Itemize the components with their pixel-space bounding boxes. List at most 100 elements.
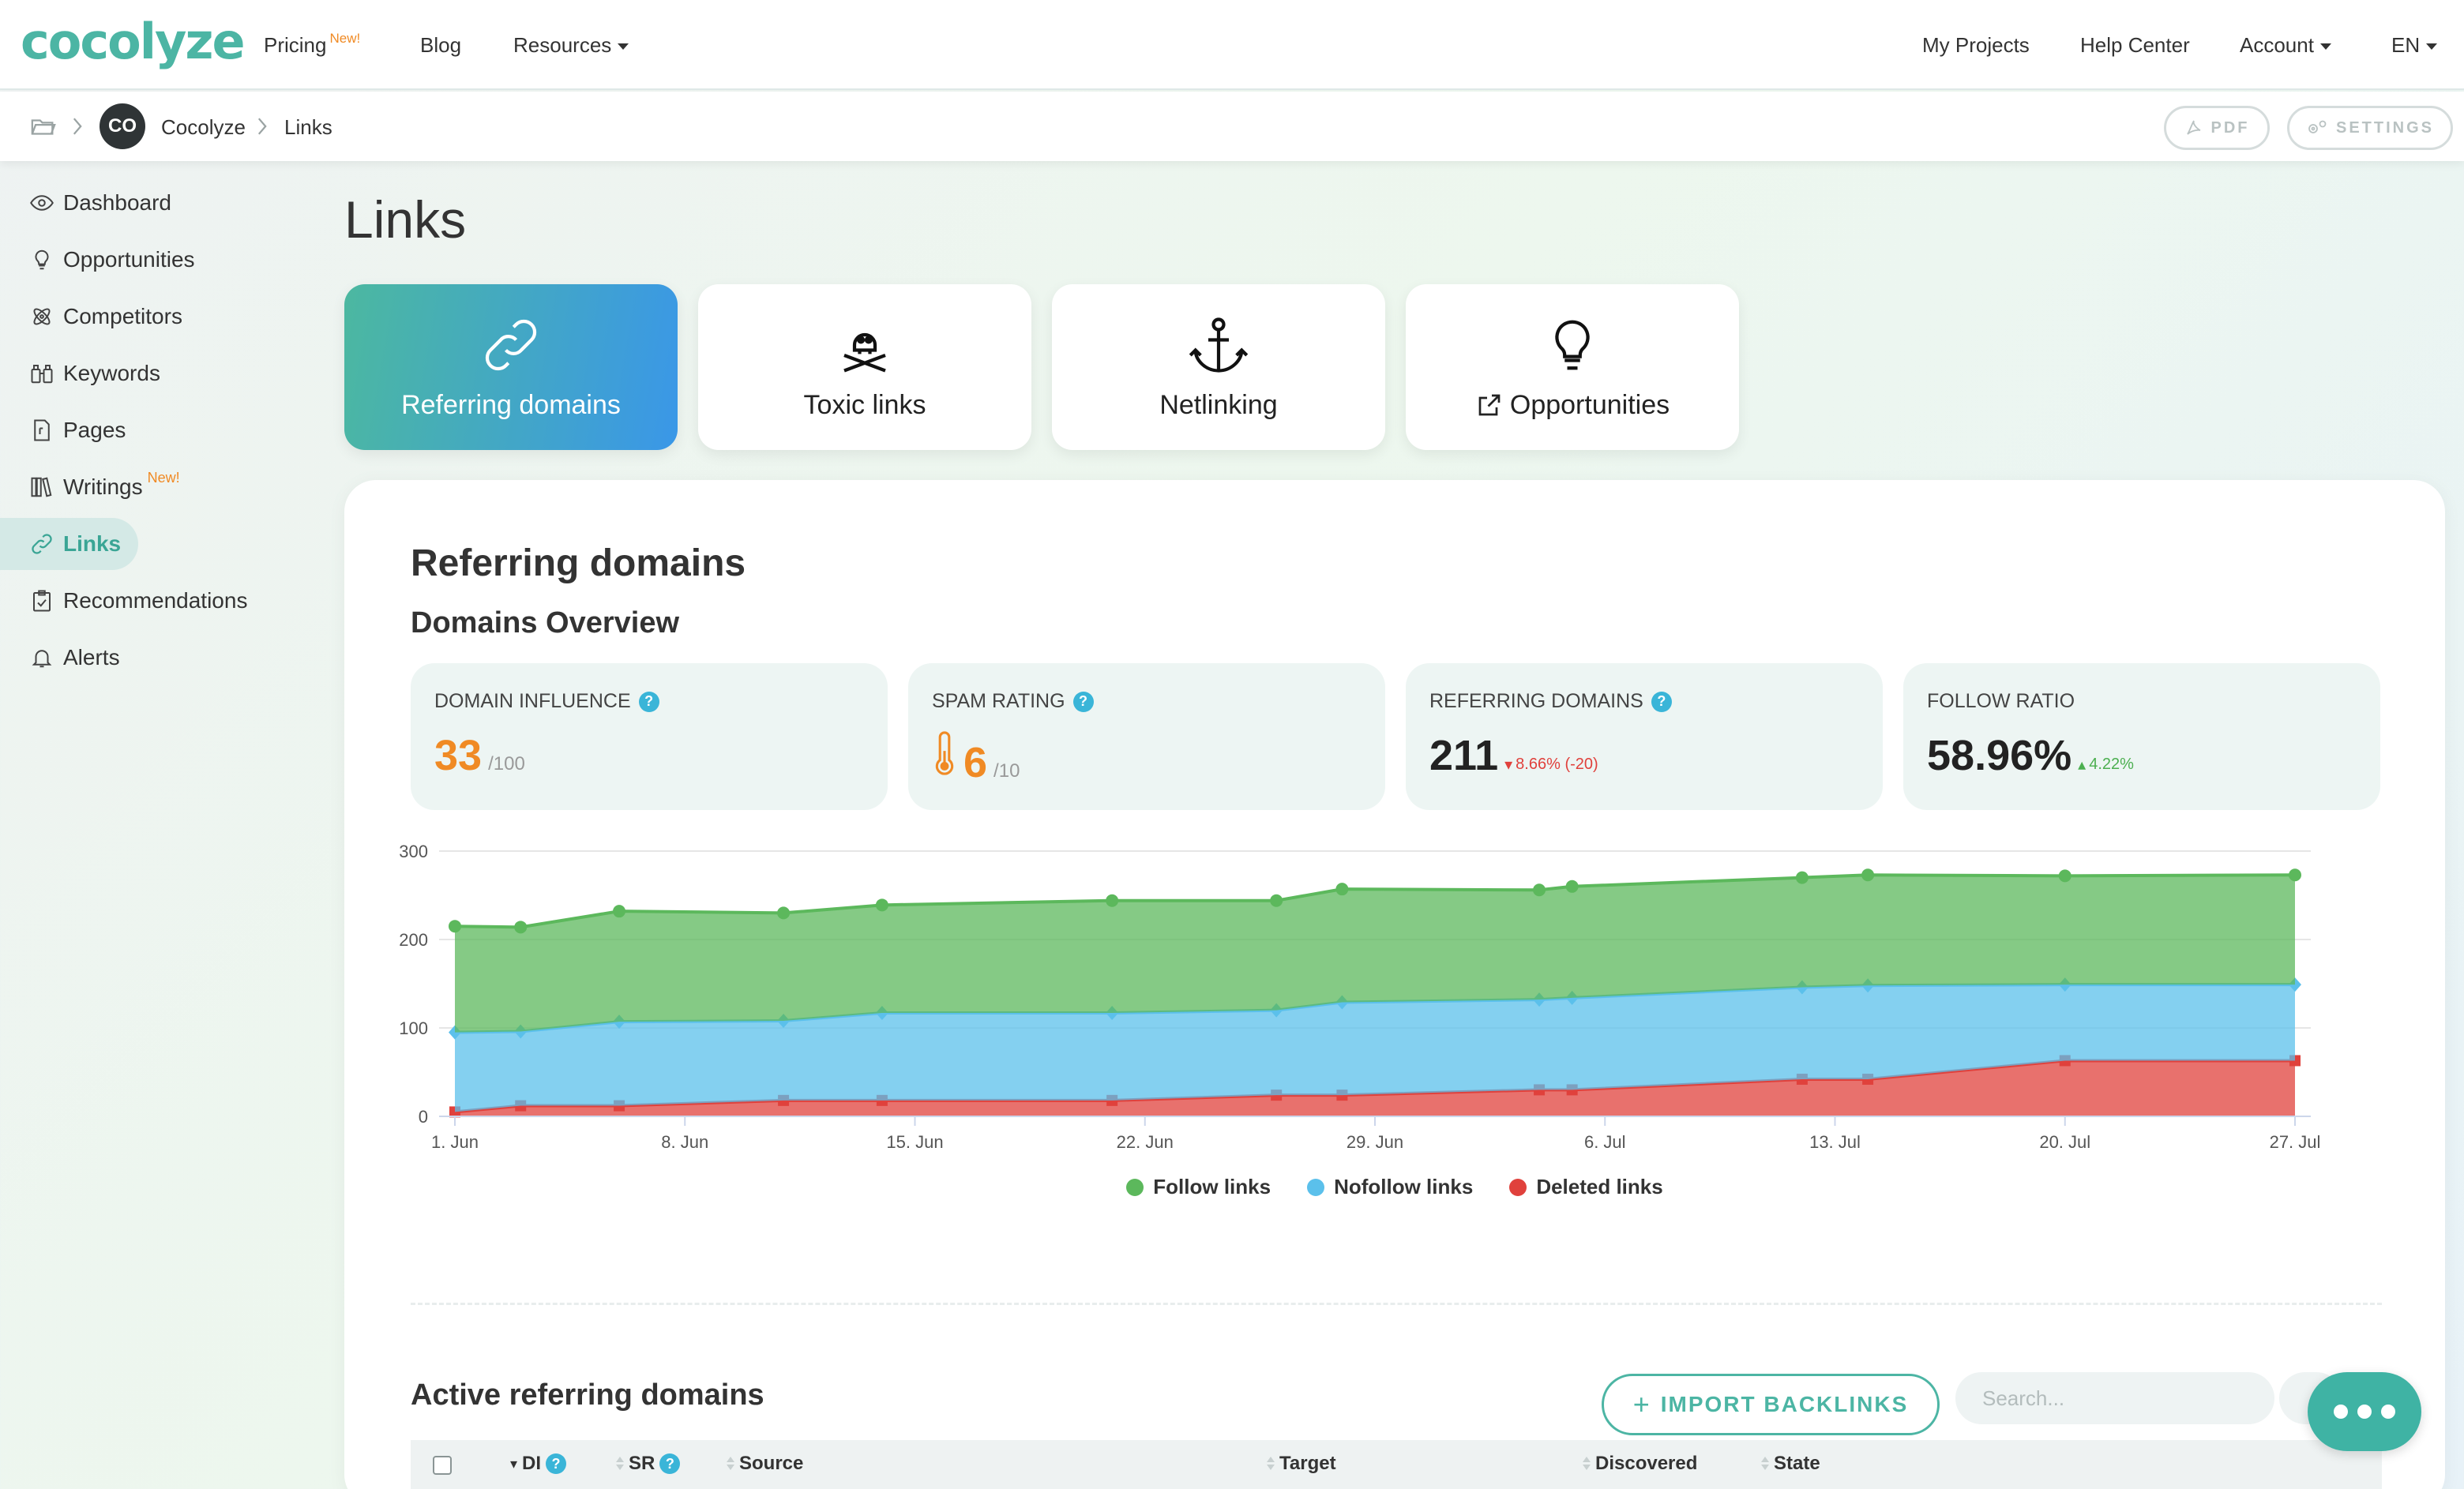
nav-resources[interactable]: Resources: [513, 32, 629, 58]
sidebar-item-opportunities[interactable]: Opportunities: [16, 234, 212, 286]
sort-desc-icon: ▾: [510, 1455, 518, 1472]
sidebar-item-recommendations[interactable]: Recommendations: [16, 575, 265, 627]
sidebar-item-links[interactable]: Links: [0, 518, 139, 570]
chevron-right-icon: [257, 118, 267, 135]
tab-opportunities[interactable]: Opportunities: [1406, 284, 1739, 450]
anchor-icon: [1189, 317, 1249, 373]
caret-down-icon: [2319, 43, 2331, 51]
sidebar-item-pages[interactable]: Pages: [16, 404, 143, 456]
sidebar-item-alerts[interactable]: Alerts: [16, 632, 137, 684]
x-tick-label: 15. Jun: [886, 1132, 943, 1152]
column-sr[interactable]: SR?: [616, 1453, 681, 1475]
sort-icon: [727, 1456, 734, 1472]
clipboard-check-icon: [33, 590, 51, 612]
data-point: [1795, 871, 1809, 884]
new-badge: New!: [329, 31, 361, 46]
plus-icon: +: [1632, 1388, 1651, 1420]
pdf-icon: [2186, 120, 2200, 135]
triangle-up-icon: ▴: [2078, 756, 2087, 774]
delta-badge: ▴ 4.22%: [2078, 756, 2134, 774]
folder-open-icon[interactable]: [30, 114, 57, 141]
y-tick-label: 100: [399, 1018, 428, 1038]
x-tick-label: 29. Jun: [1347, 1132, 1403, 1152]
divider: [411, 1303, 2382, 1305]
nav-blog[interactable]: Blog: [420, 33, 462, 57]
data-point: [777, 906, 791, 920]
nav-pricing[interactable]: Pricing New!: [264, 31, 361, 57]
content-panel: Referring domains Domains Overview DOMAI…: [344, 480, 2445, 1489]
data-point: [1533, 883, 1546, 897]
data-point: [2289, 868, 2301, 882]
eye-icon: [30, 195, 54, 211]
binoculars-icon: [31, 365, 53, 384]
cocolyze-logo[interactable]: cocolyze.COM: [21, 13, 245, 102]
import-backlinks-button[interactable]: + IMPORT BACKLINKS: [1602, 1374, 1940, 1435]
column-di[interactable]: ▾ DI?: [510, 1453, 567, 1475]
x-tick-label: 22. Jun: [1117, 1132, 1174, 1152]
help-icon[interactable]: ?: [1651, 691, 1672, 712]
skull-crossbones-icon: [843, 332, 886, 372]
table-header: ▾ DI? SR? Source Target Discovered State: [411, 1440, 2382, 1489]
help-icon[interactable]: ?: [638, 691, 659, 712]
sidebar-item-dashboard[interactable]: Dashboard: [16, 177, 189, 229]
sidebar-item-writings[interactable]: Writings New!: [16, 461, 197, 513]
section-title: Referring domains: [411, 542, 746, 584]
sort-icon: [616, 1456, 624, 1472]
stat-card-spam-rating: SPAM RATING? 6/10: [908, 663, 1385, 810]
x-tick-label: 13. Jul: [1809, 1132, 1861, 1152]
area-deleted-links: [455, 1060, 2295, 1116]
column-source[interactable]: Source: [727, 1453, 803, 1475]
y-tick-label: 300: [399, 842, 428, 861]
nav-language[interactable]: EN: [2391, 32, 2438, 58]
area-follow-links: [455, 875, 2295, 1033]
settings-button[interactable]: SETTINGS: [2287, 106, 2453, 150]
help-icon[interactable]: ?: [546, 1453, 567, 1474]
column-discovered[interactable]: Discovered: [1583, 1453, 1697, 1475]
tab-netlinking[interactable]: Netlinking: [1052, 284, 1385, 450]
help-icon[interactable]: ?: [1072, 691, 1094, 712]
breadcrumb-project[interactable]: Cocolyze: [161, 115, 246, 139]
page-icon: [34, 419, 50, 441]
sidebar-item-competitors[interactable]: Competitors: [16, 291, 200, 343]
series-line-follow-links: [454, 873, 2296, 929]
data-point: [1565, 880, 1579, 893]
data-point: [2058, 869, 2071, 883]
thermometer-icon: [935, 731, 954, 775]
sidebar-item-keywords[interactable]: Keywords: [16, 347, 178, 399]
legend-nofollow-links[interactable]: Nofollow links: [1307, 1175, 1473, 1199]
sort-icon: [1267, 1456, 1275, 1472]
triangle-down-icon: ▾: [1504, 756, 1513, 774]
search-input[interactable]: [1955, 1372, 2274, 1424]
atom-icon: [33, 308, 51, 325]
column-target[interactable]: Target: [1267, 1453, 1336, 1475]
x-tick-label: 8. Jun: [661, 1132, 708, 1152]
pdf-button[interactable]: PDF: [2164, 106, 2270, 150]
tab-toxic-links[interactable]: Toxic links: [698, 284, 1031, 450]
x-tick-label: 27. Jul: [2270, 1132, 2321, 1152]
page-title: Links: [344, 190, 467, 249]
area-nofollow-links: [455, 985, 2295, 1112]
chevron-right-icon: [73, 118, 82, 135]
link-icon: [485, 319, 537, 370]
data-point: [1335, 883, 1349, 896]
chat-button[interactable]: [2308, 1372, 2421, 1451]
new-badge: New!: [147, 469, 180, 486]
x-tick-label: 1. Jun: [431, 1132, 479, 1152]
column-state[interactable]: State: [1761, 1453, 1820, 1475]
chart-legend: Follow links Nofollow links Deleted link…: [344, 1175, 2445, 1199]
select-all-checkbox[interactable]: [433, 1456, 452, 1475]
nav-my-projects[interactable]: My Projects: [1922, 33, 2030, 57]
help-icon[interactable]: ?: [659, 1453, 681, 1474]
sort-icon: [1583, 1456, 1591, 1472]
legend-follow-links[interactable]: Follow links: [1126, 1175, 1271, 1199]
tab-referring-domains[interactable]: Referring domains: [344, 284, 678, 450]
nav-account[interactable]: Account: [2240, 32, 2331, 58]
project-avatar[interactable]: CO: [100, 103, 145, 149]
legend-deleted-links[interactable]: Deleted links: [1509, 1175, 1663, 1199]
section-subtitle: Domains Overview: [411, 606, 680, 639]
sort-icon: [1761, 1456, 1769, 1472]
data-point: [514, 921, 528, 934]
nav-help-center[interactable]: Help Center: [2080, 33, 2190, 57]
data-point: [449, 920, 461, 933]
